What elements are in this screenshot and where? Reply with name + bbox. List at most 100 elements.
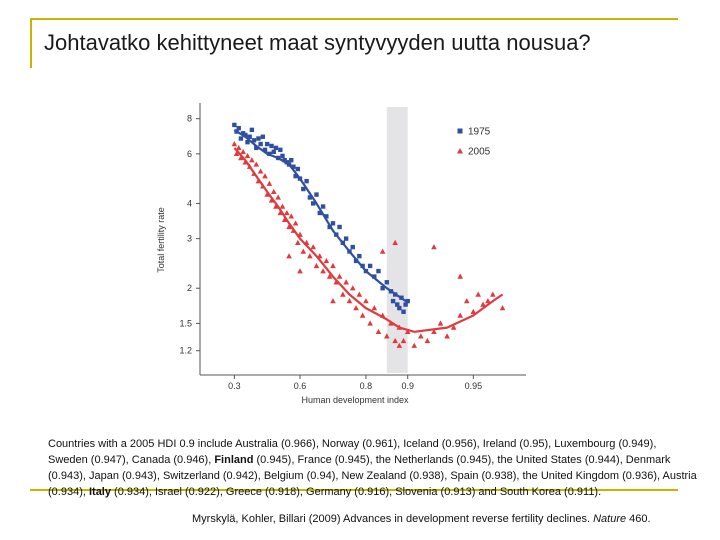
- data-point-1975: [324, 214, 329, 219]
- citation-journal: Nature: [593, 513, 627, 525]
- data-point-1975: [251, 138, 257, 143]
- data-point-2005: [286, 223, 292, 230]
- data-point-2005: [295, 239, 301, 245]
- data-point-1975: [289, 157, 294, 163]
- data-point-1975: [397, 305, 402, 311]
- data-point-1975: [249, 127, 255, 133]
- data-point-1975: [317, 210, 322, 216]
- data-point-2005: [359, 312, 366, 318]
- data-point-2005: [286, 253, 292, 259]
- data-point-2005: [279, 203, 286, 209]
- y-axis-label: Total fertility rate: [156, 207, 166, 273]
- data-point-2005: [499, 305, 506, 311]
- caption-highlight: Finland: [214, 454, 254, 466]
- caption-text: (0.945), France (0.945), the Netherlands…: [48, 454, 697, 498]
- data-point-1975: [395, 302, 400, 307]
- data-point-1975: [280, 153, 285, 159]
- x-tick-label: 0.95: [465, 381, 483, 391]
- data-point-2005: [326, 273, 333, 279]
- data-point-2005: [233, 150, 240, 157]
- data-point-2005: [450, 324, 457, 330]
- data-point-2005: [431, 244, 437, 250]
- data-point-1975: [384, 280, 390, 285]
- highlight-band: [386, 107, 408, 373]
- data-point-1975: [256, 136, 261, 141]
- data-point-1975: [254, 145, 259, 151]
- data-point-1975: [245, 139, 250, 145]
- caption-text: (0.934), Israel (0.922), Greece (0.918),…: [110, 486, 602, 498]
- data-point-1975: [330, 221, 336, 226]
- data-point-2005: [485, 298, 491, 304]
- data-point-1975: [380, 286, 385, 291]
- trend-line-2005: [233, 147, 504, 333]
- data-point-1975: [405, 298, 410, 304]
- data-point-2005: [418, 333, 424, 339]
- data-point-2005: [300, 248, 307, 254]
- data-point-1975: [291, 164, 296, 169]
- data-point-2005: [457, 312, 464, 318]
- y-tick-label: 4: [187, 198, 192, 208]
- data-point-2005: [330, 298, 336, 304]
- data-point-2005: [231, 141, 238, 147]
- data-point-2005: [392, 337, 398, 344]
- data-point-1975: [403, 302, 408, 307]
- legend-label-2005: 2005: [468, 147, 491, 158]
- data-point-1975: [273, 145, 279, 151]
- data-point-2005: [384, 333, 390, 339]
- data-point-2005: [470, 308, 477, 314]
- data-point-1975: [232, 122, 237, 128]
- data-point-2005: [253, 161, 260, 167]
- data-point-2005: [411, 342, 418, 348]
- data-point-2005: [392, 239, 398, 245]
- data-point-2005: [330, 262, 336, 269]
- x-tick-label: 0.9: [401, 381, 414, 391]
- data-point-2005: [353, 305, 359, 311]
- data-point-1975: [304, 178, 309, 184]
- data-point-2005: [400, 337, 407, 344]
- data-point-1975: [271, 149, 276, 155]
- data-point-2005: [262, 173, 268, 179]
- chart-caption: Countries with a 2005 HDI 0.9 include Au…: [48, 436, 698, 500]
- slide-title: Johtavatko kehittyneet maat syntyvyyden …: [44, 30, 591, 55]
- data-point-2005: [235, 144, 242, 151]
- data-point-1975: [260, 134, 266, 139]
- data-point-2005: [340, 291, 346, 297]
- data-point-2005: [323, 257, 330, 264]
- data-point-1975: [293, 173, 298, 179]
- data-point-2005: [288, 213, 295, 219]
- data-point-1975: [262, 147, 268, 153]
- data-point-2005: [336, 273, 343, 279]
- data-point-2005: [437, 320, 444, 326]
- y-tick-label: 6: [187, 149, 192, 159]
- data-point-2005: [297, 268, 303, 274]
- y-tick-label: 2: [187, 283, 192, 293]
- data-point-1975: [357, 253, 362, 259]
- data-point-1975: [243, 132, 248, 138]
- y-tick-label: 1.5: [179, 318, 192, 328]
- data-point-2005: [270, 188, 277, 194]
- citation: Myrskylä, Kohler, Billari (2009) Advance…: [192, 513, 651, 525]
- data-point-2005: [310, 244, 316, 250]
- data-point-2005: [489, 291, 496, 297]
- data-point-2005: [371, 305, 378, 311]
- y-tick-label: 3: [187, 234, 192, 244]
- data-point-2005: [349, 285, 356, 291]
- data-point-1975: [264, 141, 270, 147]
- data-point-1975: [367, 263, 373, 269]
- data-point-2005: [273, 203, 279, 209]
- y-tick-label: 1.2: [179, 346, 192, 356]
- data-point-1975: [236, 125, 241, 131]
- caption-highlight: Italy: [88, 486, 111, 498]
- chart-svg: 1.2 1.5 2 3 4 6 8 0.3 0.6 0.8 0.9 0.95 Human develop…: [156, 103, 526, 405]
- data-point-2005: [249, 157, 255, 163]
- legend-label-1975: 1975: [468, 127, 491, 138]
- data-point-1975: [301, 186, 306, 192]
- data-point-2005: [424, 337, 431, 344]
- slide-frame-left: [30, 18, 32, 68]
- x-tick-label: 0.6: [294, 381, 307, 391]
- data-point-2005: [404, 328, 411, 335]
- data-point-1975: [307, 195, 313, 200]
- data-point-2005: [307, 253, 313, 259]
- data-point-2005: [292, 220, 299, 226]
- data-point-1975: [247, 134, 252, 139]
